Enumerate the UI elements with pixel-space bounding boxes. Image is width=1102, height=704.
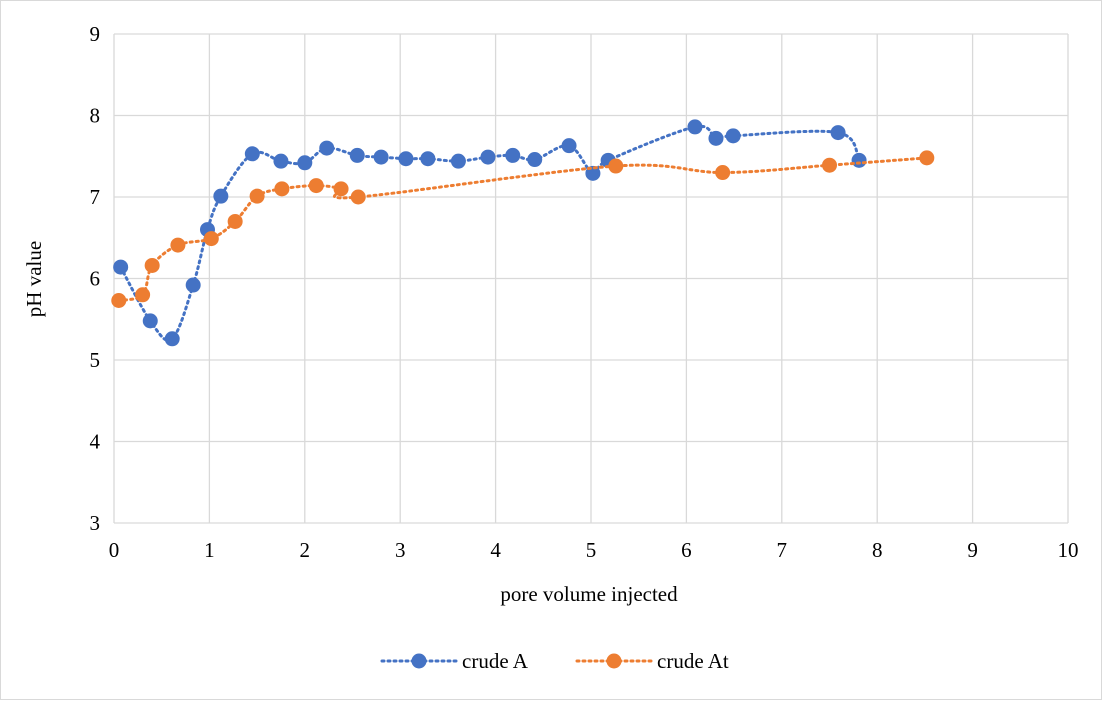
data-point <box>135 287 151 303</box>
data-point <box>203 231 219 247</box>
y-tick-label: 7 <box>90 185 101 209</box>
legend-label: crude At <box>657 649 729 673</box>
data-point <box>687 119 703 135</box>
data-point <box>561 138 577 154</box>
x-tick-label: 10 <box>1058 538 1079 562</box>
data-point <box>608 158 624 174</box>
x-tick-label: 5 <box>586 538 597 562</box>
legend-marker <box>411 653 427 669</box>
data-point <box>273 153 289 169</box>
legend-label: crude A <box>462 649 529 673</box>
data-point <box>297 155 313 171</box>
data-point <box>527 152 543 168</box>
y-tick-label: 5 <box>90 348 101 372</box>
grid-layer <box>113 33 1069 524</box>
x-axis-title: pore volume injected <box>500 582 678 606</box>
data-point <box>111 293 127 309</box>
x-tick-label: 6 <box>681 538 692 562</box>
x-tick-labels: 0 1 2 3 4 5 6 7 8 9 10 <box>109 538 1079 562</box>
legend-marker <box>606 653 622 669</box>
x-tick-label: 1 <box>204 538 215 562</box>
x-tick-label: 3 <box>395 538 406 562</box>
data-point <box>919 150 935 166</box>
data-point <box>244 146 260 162</box>
data-point <box>851 152 867 168</box>
data-point <box>249 188 265 204</box>
data-point <box>213 188 229 204</box>
data-point <box>480 149 496 165</box>
data-point <box>450 153 466 169</box>
legend: crude A crude At <box>380 649 729 673</box>
x-tick-label: 7 <box>777 538 788 562</box>
data-point <box>144 257 160 273</box>
data-point <box>333 181 349 197</box>
x-tick-label: 0 <box>109 538 120 562</box>
data-point <box>319 140 335 156</box>
y-tick-label: 3 <box>90 511 101 535</box>
data-point <box>373 149 389 165</box>
series-1 <box>111 150 935 309</box>
data-point <box>830 125 846 141</box>
data-point <box>822 157 837 173</box>
x-tick-label: 4 <box>490 538 501 562</box>
legend-item: crude A <box>380 649 529 673</box>
data-point <box>349 147 365 163</box>
data-point <box>420 151 436 167</box>
data-point <box>708 130 724 146</box>
data-point <box>170 237 186 253</box>
data-point <box>350 189 366 205</box>
y-axis-title: pH value <box>22 241 46 317</box>
y-tick-labels: 3 4 5 6 7 8 9 <box>90 22 101 535</box>
series-layer <box>111 119 935 347</box>
data-point <box>398 151 414 167</box>
data-point <box>164 331 180 347</box>
x-tick-label: 2 <box>300 538 311 562</box>
series-0 <box>113 119 867 347</box>
y-tick-label: 8 <box>90 104 101 128</box>
y-tick-label: 9 <box>90 22 101 46</box>
data-point <box>142 313 158 329</box>
data-point <box>715 165 731 181</box>
x-tick-label: 8 <box>872 538 883 562</box>
data-point <box>725 128 741 144</box>
legend-item: crude At <box>575 649 729 673</box>
y-tick-label: 6 <box>90 267 101 291</box>
data-point <box>308 178 324 194</box>
data-point <box>274 181 290 197</box>
data-point <box>185 277 201 293</box>
data-point <box>227 213 243 229</box>
x-tick-label: 9 <box>967 538 978 562</box>
y-tick-label: 4 <box>90 430 101 454</box>
data-point <box>505 147 521 163</box>
data-point <box>113 259 129 275</box>
